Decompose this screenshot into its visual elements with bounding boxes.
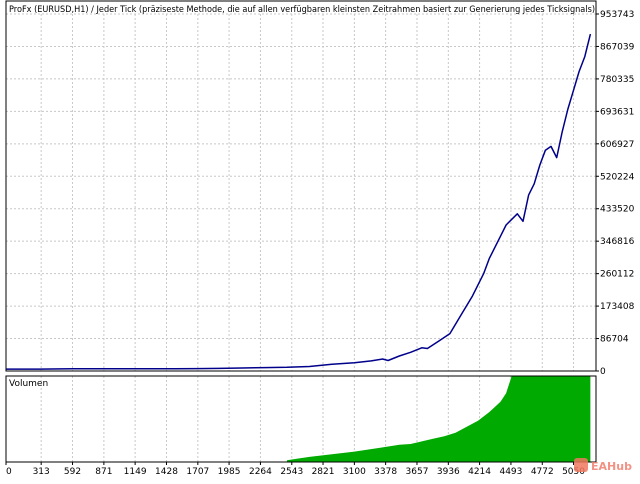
y-tick-label: 86704 (600, 335, 629, 345)
x-tick-label: 3378 (374, 467, 397, 477)
y-tick-label: 346816 (600, 237, 635, 247)
balance-line (6, 34, 590, 369)
x-tick-label: 4493 (499, 467, 522, 477)
x-tick-label: 2821 (312, 467, 335, 477)
y-tick-label: 260112 (600, 270, 634, 280)
y-tick-label: 0 (600, 367, 606, 377)
x-tick-label: 1707 (186, 467, 209, 477)
eahub-logo-icon (574, 458, 588, 472)
y-tick-label: 693631 (600, 107, 634, 117)
x-tick-label: 3657 (406, 467, 429, 477)
x-tick-label: 871 (95, 467, 112, 477)
y-tick-label: 520224 (600, 172, 635, 182)
y-tick-label: 606927 (600, 140, 634, 150)
x-tick-label: 3936 (437, 467, 460, 477)
y-axis: 953743 867039 780335 693631 606927 520224 4335… (596, 10, 635, 377)
chart-title: ProFx (EURUSD,H1) / Jeder Tick (präzises… (9, 5, 595, 15)
x-tick-label: 4214 (468, 467, 491, 477)
y-tick-label: 953743 (600, 10, 634, 20)
x-tick-label: 592 (64, 467, 81, 477)
volume-title: Volumen (9, 379, 48, 389)
watermark-text: EAHub (591, 460, 632, 473)
x-tick-label: 1428 (155, 467, 178, 477)
volume-area (287, 376, 590, 462)
main-pane-frame (6, 1, 596, 371)
x-tick-label: 2264 (249, 467, 272, 477)
x-tick-label: 4772 (531, 467, 554, 477)
eahub-watermark: EAHub (574, 458, 632, 473)
x-tick-label: 2543 (280, 467, 303, 477)
x-tick-label: 3100 (343, 467, 366, 477)
x-tick-label: 313 (33, 467, 50, 477)
y-tick-label: 173408 (600, 302, 635, 312)
x-tick-label: 1149 (124, 467, 147, 477)
x-tick-label: 0 (6, 467, 12, 477)
x-axis: 0 313 592 871 1149 1428 1707 1985 2264 2543 2821 31… (6, 462, 585, 477)
y-tick-label: 433520 (600, 205, 635, 215)
y-tick-label: 780335 (600, 75, 634, 85)
x-tick-label: 1985 (218, 467, 241, 477)
y-tick-label: 867039 (600, 42, 635, 52)
